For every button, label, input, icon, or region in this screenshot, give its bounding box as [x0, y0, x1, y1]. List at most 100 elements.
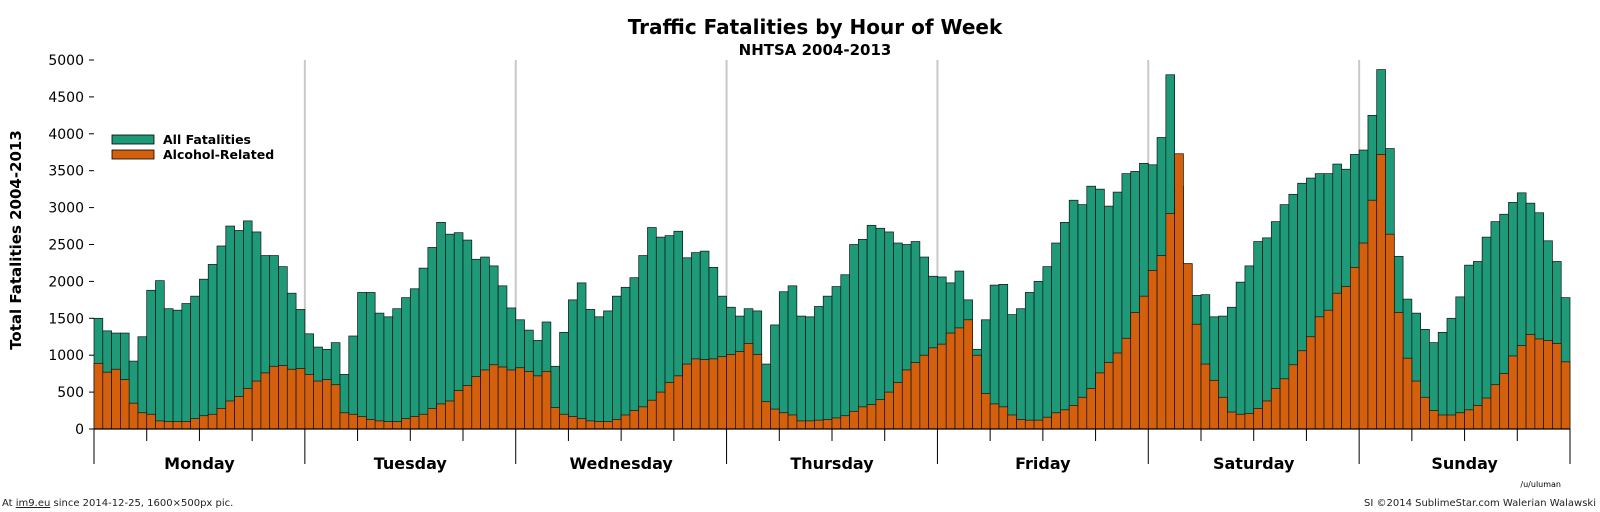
bar-alcohol-related [366, 419, 376, 430]
bar-alcohol-related [682, 363, 692, 430]
bar-alcohol-related [822, 419, 833, 430]
bar-all-fatalities [190, 295, 200, 430]
bar-all-fatalities [1024, 292, 1035, 430]
legend-swatch-alcohol-related [111, 149, 155, 160]
bar-alcohol-related [787, 414, 798, 430]
bar-alcohol-related [989, 403, 1000, 430]
bar-alcohol-related [304, 374, 314, 430]
y-tick-label: 2000 [48, 274, 84, 290]
bar-all-fatalities [1262, 237, 1272, 430]
bar-alcohol-related [1385, 233, 1395, 430]
bar-alcohol-related [155, 420, 165, 430]
bar-all-fatalities [629, 277, 640, 430]
bar-alcohol-related [234, 396, 244, 430]
bar-all-fatalities [445, 233, 455, 430]
bar-alcohol-related [1314, 316, 1325, 430]
y-tick-label: 4000 [48, 127, 84, 143]
bar-alcohol-related [1104, 362, 1114, 430]
bar-alcohol-related [717, 356, 727, 430]
bar-alcohol-related [1253, 407, 1263, 430]
bar-alcohol-related [427, 407, 437, 430]
bar-alcohol-related [831, 417, 842, 430]
bar-alcohol-related [981, 393, 991, 430]
bar-alcohol-related [1350, 267, 1360, 430]
bar-all-fatalities [1437, 331, 1448, 430]
bar-alcohol-related [1227, 411, 1237, 430]
bar-alcohol-related [1464, 409, 1474, 430]
bar-all-fatalities [576, 282, 587, 430]
bar-all-fatalities [392, 308, 402, 430]
bar-all-fatalities [1060, 222, 1070, 430]
bar-alcohol-related [1376, 154, 1386, 430]
x-tick-label-day: Wednesday [569, 454, 673, 473]
bar-all-fatalities [1253, 241, 1263, 430]
bar-all-fatalities [814, 306, 824, 430]
bar-all-fatalities [805, 316, 815, 430]
footer-left-suffix: since 2014-12-25, 1600×500px pic. [53, 498, 234, 509]
bar-alcohol-related [1200, 363, 1211, 430]
chart-subtitle: NHTSA 2004-2013 [739, 41, 892, 59]
x-tick-label-day: Friday [1015, 454, 1071, 473]
bar-alcohol-related [409, 416, 420, 430]
bar-all-fatalities [603, 310, 613, 430]
bar-all-fatalities [1235, 281, 1246, 430]
bar-alcohol-related [374, 420, 385, 430]
bar-alcohol-related [1420, 396, 1430, 430]
y-tick-label: 5000 [48, 53, 84, 69]
bar-alcohol-related [1130, 312, 1140, 430]
bar-alcohol-related [735, 351, 745, 430]
x-axis: Monday Tuesday Wednesday Thursday Friday Satu… [93, 428, 1571, 473]
bar-all-fatalities [849, 244, 859, 430]
bar-alcohol-related [286, 368, 297, 430]
footer-link[interactable]: im9.eu [15, 498, 51, 509]
bar-alcohol-related [243, 388, 253, 430]
bar-alcohol-related [1156, 255, 1167, 430]
bar-alcohol-related [1235, 413, 1246, 430]
bar-alcohol-related [1147, 269, 1158, 430]
bar-alcohol-related [1455, 412, 1465, 430]
bar-alcohol-related [1499, 373, 1509, 430]
bar-alcohol-related [1279, 378, 1290, 430]
footer-left: At im9.eu since 2014-12-25, 1600×500px p… [2, 498, 233, 509]
bar-all-fatalities [225, 225, 235, 430]
bar-alcohol-related [550, 407, 560, 430]
bar-alcohol-related [743, 343, 754, 430]
bar-all-fatalities [840, 274, 850, 430]
bar-alcohol-related [93, 362, 104, 430]
bar-all-fatalities [1016, 308, 1026, 430]
bar-alcohol-related [620, 414, 631, 430]
bar-alcohol-related [576, 418, 587, 430]
bar-alcohol-related [1095, 372, 1105, 430]
bar-alcohol-related [655, 391, 666, 430]
bar-all-fatalities [172, 309, 183, 430]
bar-alcohol-related [1332, 292, 1342, 430]
y-tick-label: 4500 [48, 90, 84, 106]
bar-all-fatalities [787, 285, 798, 430]
bar-alcohol-related [181, 421, 192, 430]
x-tick-label-day: Thursday [790, 454, 874, 473]
bar-all-fatalities [146, 289, 156, 430]
bar-alcohol-related [1209, 379, 1219, 430]
bar-alcohol-related [893, 382, 903, 430]
bar-alcohol-related [128, 402, 139, 430]
bar-alcohol-related [163, 421, 174, 430]
legend: All Fatalities Alcohol-Related [111, 132, 274, 162]
bar-all-fatalities [568, 299, 578, 430]
bar-alcohol-related [1306, 336, 1316, 430]
bar-alcohol-related [330, 384, 341, 430]
bar-alcohol-related [489, 364, 499, 430]
bar-alcohol-related [972, 354, 982, 430]
bar-alcohol-related [251, 380, 262, 430]
bar-alcohol-related [1244, 413, 1255, 430]
bar-alcohol-related [1446, 414, 1457, 430]
bar-all-fatalities [638, 255, 648, 430]
bar-alcohol-related [418, 413, 429, 430]
bar-all-fatalities [1446, 317, 1457, 430]
bar-alcohol-related [322, 379, 332, 430]
bar-alcohol-related [1068, 405, 1079, 430]
bar-alcohol-related [102, 371, 112, 430]
bar-alcohol-related [1218, 396, 1228, 430]
y-tick-label: 1000 [48, 348, 84, 364]
bar-all-fatalities [1244, 265, 1255, 430]
bar-alcohol-related [462, 385, 473, 430]
